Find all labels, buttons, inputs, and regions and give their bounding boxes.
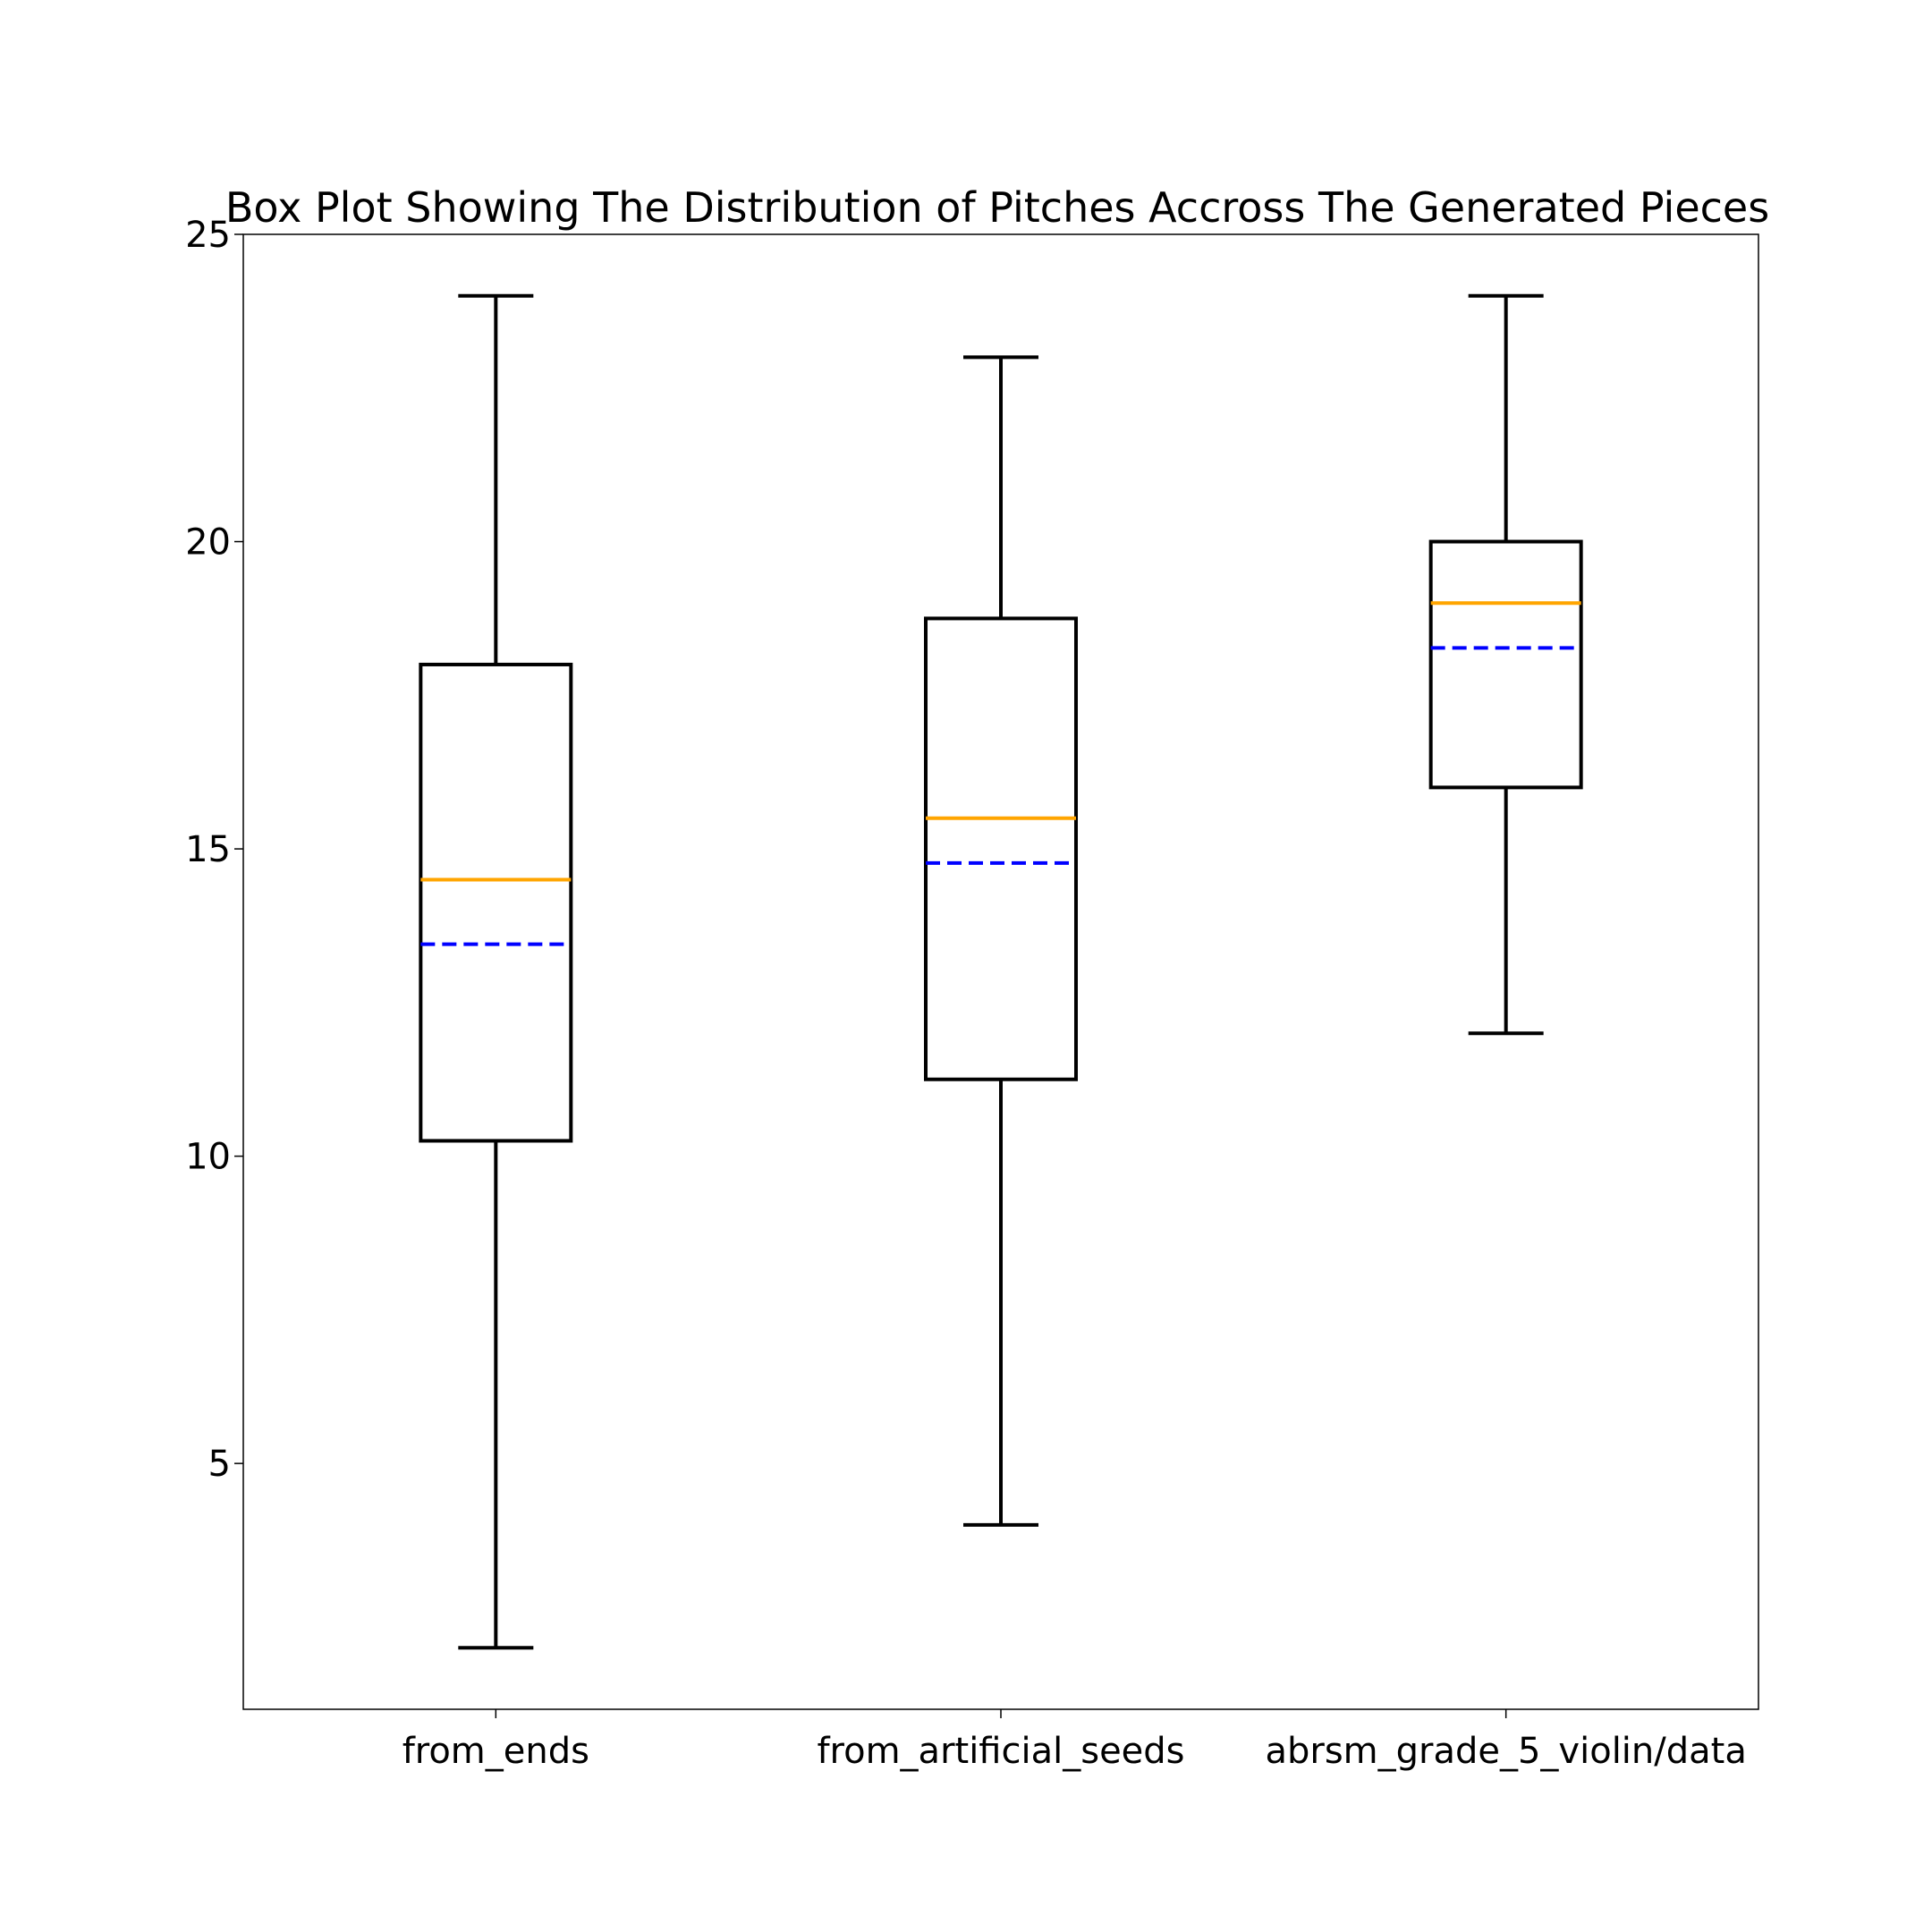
plot-area: 5 10 15 20 25 from_ends from_artificial_seeds a… — [185, 215, 1759, 1772]
x-tick-label: from_ends — [402, 1731, 589, 1772]
iqr-box — [924, 616, 1078, 1081]
y-tick-label: 5 — [208, 1444, 231, 1485]
y-tick-label: 15 — [185, 829, 231, 870]
chart-title: Box Plot Showing The Distribution of Pit… — [225, 183, 1769, 232]
y-tick-label: 25 — [185, 215, 231, 256]
y-tick-label: 20 — [185, 522, 231, 564]
x-tick-label: from_artificial_seeds — [817, 1731, 1184, 1772]
iqr-box — [1428, 539, 1583, 790]
iqr-box — [419, 662, 573, 1143]
x-tick-label: abrsm_grade_5_violin/data — [1265, 1731, 1746, 1772]
y-tick-label: 10 — [185, 1137, 231, 1178]
